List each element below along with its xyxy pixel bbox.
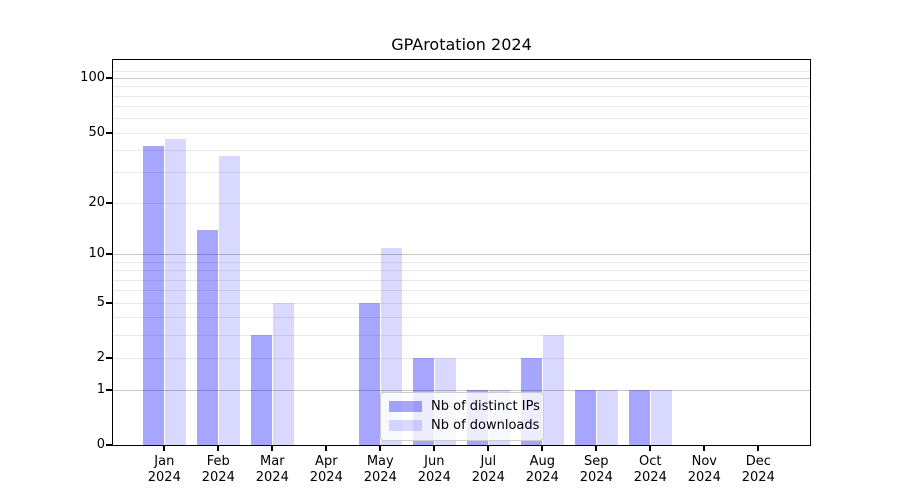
- minor-gridline: [113, 270, 810, 272]
- bar-mar-distinct-ips: [250, 334, 272, 445]
- x-tick: [757, 445, 760, 451]
- major-gridline: [113, 389, 810, 391]
- y-tick-label: 5: [96, 294, 105, 310]
- minor-gridline: [113, 70, 810, 72]
- legend-swatch-downloads-icon: [389, 420, 422, 431]
- x-tick-label: Mar 2024: [255, 454, 289, 485]
- legend-item-distinct-ips: Nb of distinct IPs: [389, 397, 540, 416]
- x-tick-label: Jun 2024: [417, 454, 451, 485]
- bar-jan-distinct-ips: [142, 146, 164, 445]
- legend: Nb of distinct IPs Nb of downloads: [380, 392, 544, 441]
- y-tick-label: 2: [96, 349, 105, 365]
- minor-gridline: [113, 334, 810, 336]
- minor-gridline: [113, 106, 810, 108]
- x-tick-label: Oct 2024: [633, 454, 667, 485]
- minor-gridline: [113, 279, 810, 281]
- bar-oct-downloads: [650, 389, 672, 445]
- bar-mar-downloads: [272, 302, 294, 445]
- minor-gridline: [113, 302, 810, 304]
- minor-gridline: [113, 118, 810, 120]
- x-tick: [379, 445, 382, 451]
- y-tick: [106, 301, 113, 304]
- minor-gridline: [113, 149, 810, 151]
- minor-gridline: [113, 262, 810, 263]
- legend-swatch-distinct-ips-icon: [389, 401, 422, 412]
- bar-sep-distinct-ips: [574, 389, 596, 445]
- x-tick-label: Feb 2024: [201, 454, 235, 485]
- minor-gridline: [113, 290, 810, 292]
- minor-gridline: [113, 317, 810, 319]
- y-tick: [106, 388, 113, 391]
- y-tick-label: 10: [88, 246, 105, 262]
- bar-aug-downloads: [542, 334, 564, 445]
- legend-label-downloads: Nb of downloads: [431, 418, 540, 433]
- legend-label-distinct-ips: Nb of distinct IPs: [431, 399, 540, 414]
- minor-gridline: [113, 95, 810, 97]
- minor-gridline: [113, 132, 810, 134]
- y-tick: [106, 202, 113, 205]
- bar-feb-distinct-ips: [196, 229, 218, 445]
- y-tick: [106, 356, 113, 359]
- bar-jan-downloads: [164, 139, 186, 445]
- x-tick-label: Jan 2024: [147, 454, 181, 485]
- minor-gridline: [113, 172, 810, 174]
- minor-gridline: [113, 203, 810, 205]
- x-tick: [325, 445, 328, 451]
- x-tick-label: Nov 2024: [687, 454, 721, 485]
- bar-sep-downloads: [596, 389, 618, 445]
- y-tick: [106, 77, 113, 80]
- major-gridline: [113, 78, 810, 80]
- legend-item-downloads: Nb of downloads: [389, 416, 539, 435]
- y-tick-label: 50: [88, 124, 105, 140]
- major-gridline: [113, 254, 810, 256]
- x-tick: [541, 445, 544, 451]
- x-tick-label: Jul 2024: [471, 454, 505, 485]
- x-tick: [163, 445, 166, 451]
- y-tick: [106, 253, 113, 256]
- bar-feb-downloads: [218, 155, 240, 445]
- x-tick-label: Dec 2024: [741, 454, 775, 485]
- x-tick-label: May 2024: [363, 454, 397, 485]
- x-tick-label: Sep 2024: [579, 454, 613, 485]
- y-tick: [106, 131, 113, 134]
- x-tick: [649, 445, 652, 451]
- y-tick-label: 1: [96, 381, 105, 397]
- y-tick-label: 100: [80, 70, 105, 86]
- minor-gridline: [113, 357, 810, 359]
- plot-area: Jan 2024 Feb 2024 Mar 2024 Apr 2024 May 2024…: [80, 59, 811, 485]
- y-tick: [106, 444, 113, 446]
- x-tick: [271, 445, 274, 451]
- y-tick-label: 20: [88, 195, 105, 211]
- x-tick: [703, 445, 706, 451]
- x-tick: [487, 445, 490, 451]
- x-tick-label: Apr 2024: [309, 454, 343, 485]
- minor-gridline: [113, 86, 810, 88]
- x-tick: [595, 445, 598, 451]
- bar-may-distinct-ips: [358, 302, 380, 445]
- x-tick-label: Aug 2024: [525, 454, 559, 485]
- chart-title: GPArotation 2024: [391, 35, 532, 54]
- x-tick: [433, 445, 436, 451]
- x-tick: [217, 445, 220, 451]
- bar-oct-distinct-ips: [628, 389, 650, 445]
- y-tick-label: 0: [96, 437, 105, 452]
